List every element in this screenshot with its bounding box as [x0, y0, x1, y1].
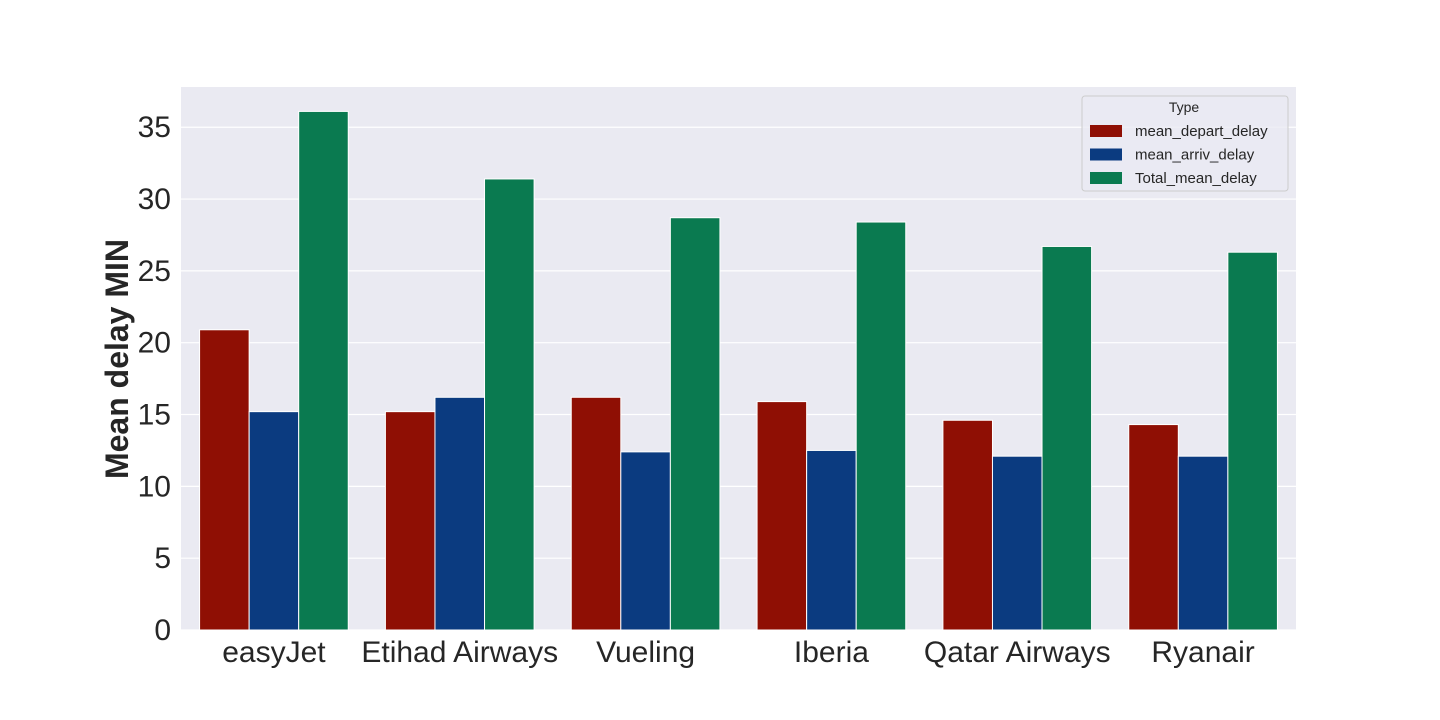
bars [199, 110, 1278, 631]
bar-mean_arriv_delay [620, 451, 671, 631]
bar-Total_mean_delay [298, 110, 349, 631]
bar-mean_depart_delay [199, 329, 250, 631]
x-axis-ticks: easyJet Etihad Airways Vueling Iberia Qatar … [222, 636, 1255, 669]
y-tick-label: 10 [138, 470, 171, 503]
y-tick-label: 0 [154, 614, 171, 647]
bar-Total_mean_delay [1227, 251, 1278, 631]
bar-Total_mean_delay [855, 221, 907, 631]
bar-mean_arriv_delay [434, 396, 486, 631]
bar-mean_arriv_delay [806, 449, 857, 631]
x-tick-label: Etihad Airways [361, 636, 558, 669]
bar-mean_depart_delay [942, 419, 993, 631]
y-tick-label: 25 [138, 255, 171, 288]
bar-mean_arriv_delay [248, 411, 300, 631]
y-tick-label: 35 [138, 111, 171, 144]
bar-mean_arriv_delay [991, 455, 1043, 631]
x-tick-label: Ryanair [1151, 636, 1254, 669]
bar-Total_mean_delay [484, 178, 535, 631]
bar-Total_mean_delay [1041, 245, 1093, 631]
y-axis-label: Mean delay MIN [99, 239, 135, 479]
y-axis-ticks: 0 5 10 15 20 25 30 35 [138, 111, 171, 647]
legend-swatch [1090, 148, 1122, 161]
legend-swatch [1090, 172, 1122, 184]
bar-mean_depart_delay [570, 396, 622, 631]
x-tick-label: easyJet [222, 636, 326, 669]
legend-label: mean_arriv_delay [1135, 147, 1255, 164]
legend-title: Type [1169, 99, 1200, 115]
bar-mean_depart_delay [1128, 424, 1179, 631]
bar-mean_arriv_delay [1177, 455, 1229, 631]
y-tick-label: 15 [138, 399, 171, 432]
legend-label: Total_mean_delay [1135, 170, 1257, 187]
bar-Total_mean_delay [669, 217, 721, 631]
legend-label: mean_depart_delay [1135, 123, 1268, 140]
bar-mean_depart_delay [384, 411, 436, 631]
y-tick-label: 30 [138, 183, 171, 216]
legend: Type mean_depart_delay mean_arriv_delay To… [1081, 95, 1289, 192]
y-tick-label: 20 [138, 327, 171, 360]
legend-swatch [1090, 125, 1122, 137]
legend-box [1081, 95, 1289, 192]
bar-mean_depart_delay [756, 401, 808, 631]
x-tick-label: Iberia [794, 636, 869, 669]
y-tick-label: 5 [154, 542, 171, 575]
gridlines [181, 126, 1296, 631]
x-tick-label: Vueling [596, 636, 695, 669]
x-tick-label: Qatar Airways [924, 636, 1111, 669]
